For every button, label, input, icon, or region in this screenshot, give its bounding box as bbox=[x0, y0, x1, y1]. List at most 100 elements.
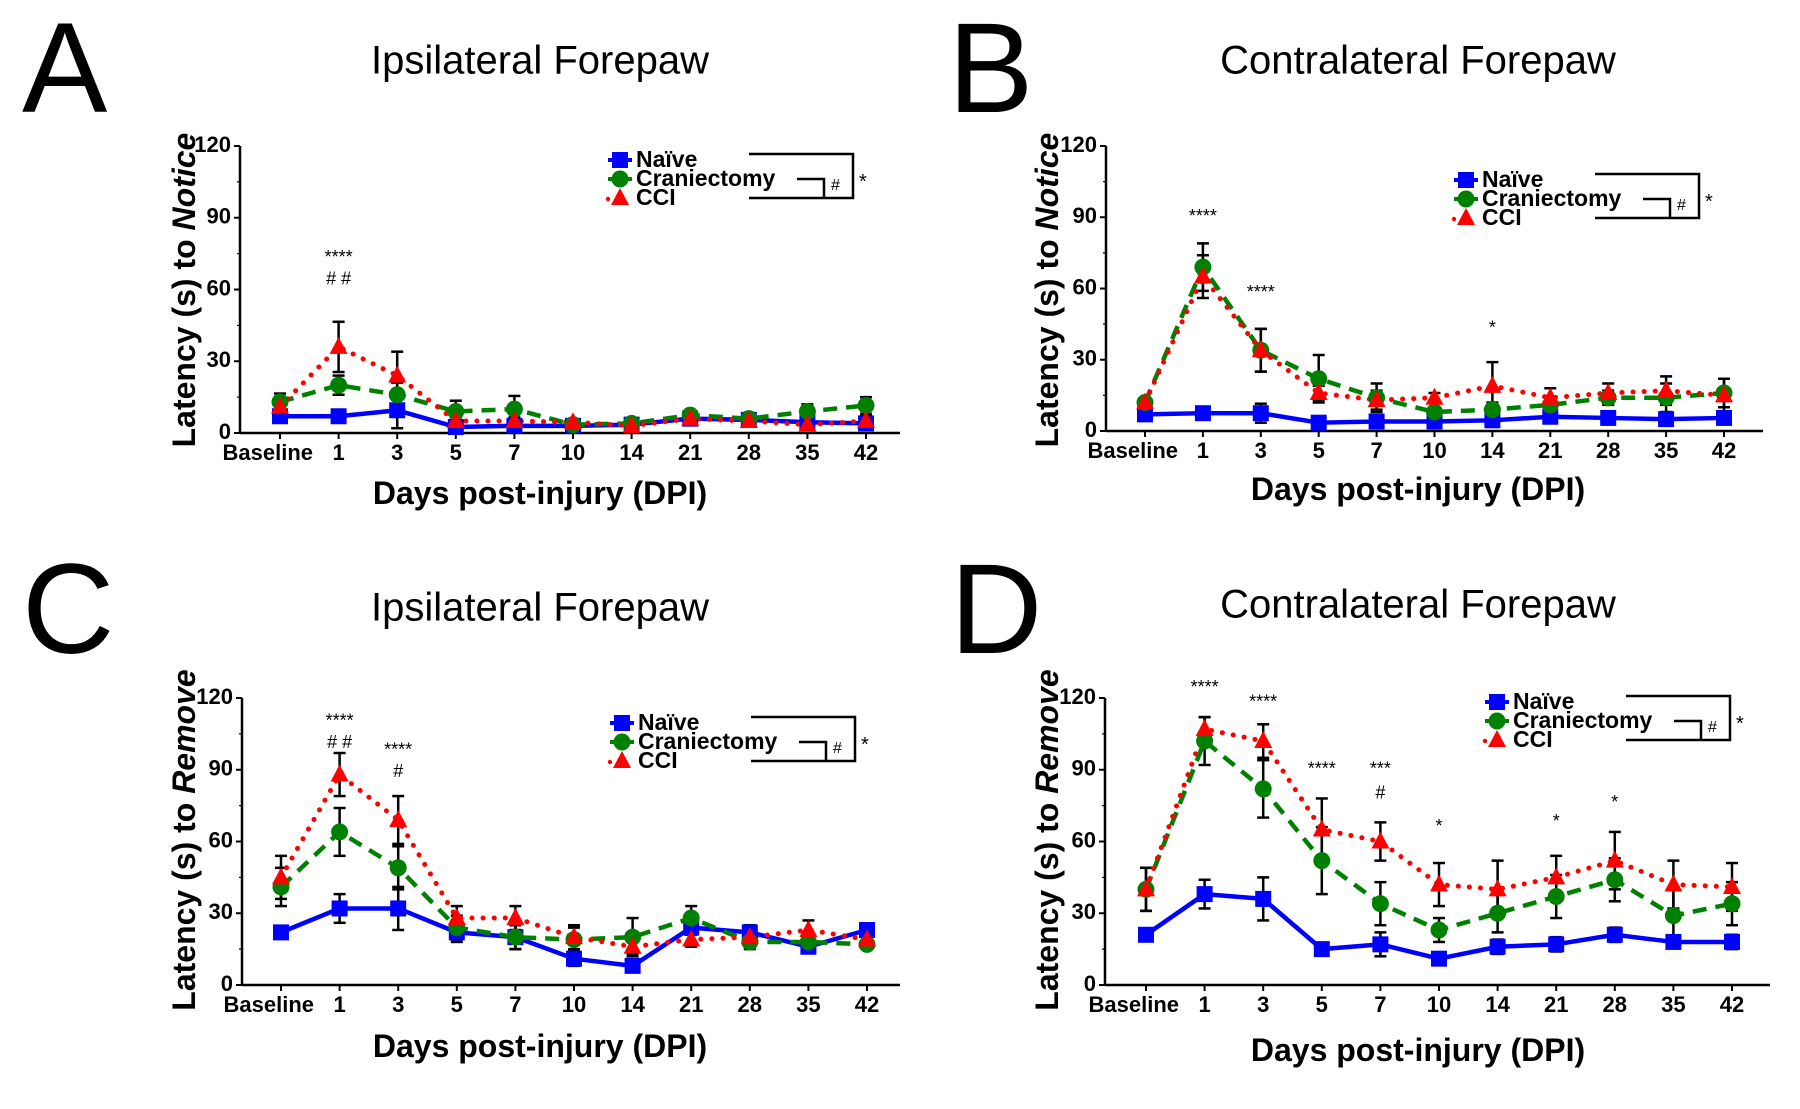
legend-label: CCI bbox=[638, 747, 678, 773]
x-tick-label: 3 bbox=[392, 992, 404, 1017]
legend-marker-craniectomy bbox=[613, 733, 631, 751]
bracket-outer-label: * bbox=[859, 171, 867, 193]
data-point-cci bbox=[1367, 390, 1386, 408]
y-tick-label: 120 bbox=[1059, 684, 1096, 709]
data-point-cci bbox=[389, 809, 408, 827]
bracket-inner-label: # bbox=[1677, 197, 1686, 214]
data-point-nave bbox=[1600, 409, 1617, 426]
x-tick-label: 1 bbox=[1198, 992, 1210, 1017]
data-point-nave bbox=[389, 402, 406, 419]
data-point-cci bbox=[330, 764, 349, 782]
x-tick-label: 28 bbox=[1603, 992, 1627, 1017]
y-tick-label: 60 bbox=[1072, 827, 1096, 852]
bracket-outer bbox=[1626, 694, 1732, 742]
x-tick-label: 35 bbox=[1661, 992, 1685, 1017]
data-point-craniectomy bbox=[330, 376, 348, 394]
data-point-cci bbox=[1371, 831, 1390, 849]
data-point-nave bbox=[1372, 936, 1389, 953]
significance-annotation: # # bbox=[327, 732, 352, 752]
y-axis-title-emphasis: Notice bbox=[1029, 133, 1065, 231]
significance-annotation: **** bbox=[1189, 206, 1217, 226]
data-point-nave bbox=[1606, 926, 1623, 943]
y-tick-label: 60 bbox=[209, 827, 233, 852]
x-axis-title: Days post-injury (DPI) bbox=[373, 1028, 707, 1064]
x-tick-label: 3 bbox=[391, 440, 403, 465]
legend-marker-cci bbox=[1457, 208, 1475, 225]
x-tick-label: 5 bbox=[451, 992, 463, 1017]
data-point-cci bbox=[740, 927, 759, 945]
significance-annotation: **** bbox=[384, 739, 412, 759]
x-tick-label: 10 bbox=[562, 992, 586, 1017]
data-point-cci bbox=[1547, 867, 1566, 885]
significance-annotation: **** bbox=[1308, 759, 1336, 779]
data-point-craniectomy bbox=[1313, 852, 1331, 870]
x-tick-label: 1 bbox=[332, 440, 344, 465]
data-point-cci bbox=[447, 908, 466, 926]
data-point-craniectomy bbox=[1310, 370, 1328, 388]
data-point-cci bbox=[1193, 266, 1212, 284]
data-point-cci bbox=[857, 411, 875, 429]
legend-line-sample bbox=[1451, 216, 1457, 222]
y-tick-label: 120 bbox=[196, 684, 233, 709]
y-tick-label: 60 bbox=[1073, 274, 1097, 299]
bracket-outer-label: * bbox=[861, 734, 869, 756]
y-tick-label: 90 bbox=[1073, 203, 1097, 228]
data-point-cci bbox=[388, 365, 407, 383]
significance-annotation: * bbox=[1435, 816, 1442, 836]
legend-marker-cci bbox=[1488, 730, 1506, 747]
data-point-craniectomy bbox=[1664, 907, 1682, 925]
data-point-craniectomy bbox=[857, 396, 875, 414]
significance-annotation: *** bbox=[1370, 759, 1391, 779]
y-axis-title-emphasis: Remove bbox=[1029, 669, 1065, 794]
data-point-cci bbox=[1605, 850, 1624, 868]
legend-label: CCI bbox=[1513, 726, 1553, 752]
data-point-cci bbox=[505, 411, 524, 429]
x-tick-label: Baseline bbox=[223, 440, 314, 465]
panel-title: Ipsilateral Forepaw bbox=[371, 586, 709, 630]
panel-letter: C bbox=[22, 538, 114, 681]
data-point-cci bbox=[681, 408, 700, 426]
data-point-craniectomy bbox=[388, 386, 406, 404]
x-tick-label: 21 bbox=[679, 992, 703, 1017]
data-point-craniectomy bbox=[1196, 732, 1214, 750]
data-point-cci bbox=[272, 867, 290, 885]
x-tick-label: 14 bbox=[1485, 992, 1510, 1017]
x-tick-label: 42 bbox=[1712, 438, 1736, 463]
data-point-nave bbox=[624, 957, 641, 974]
legend-marker-nave bbox=[612, 152, 628, 168]
data-point-nave bbox=[1368, 413, 1385, 430]
bracket-outer bbox=[749, 152, 855, 200]
data-point-nave bbox=[1196, 886, 1213, 903]
x-tick-label: 14 bbox=[620, 992, 645, 1017]
y-axis-title-prefix: Latency (s) to bbox=[1029, 794, 1065, 1011]
data-point-cci bbox=[1251, 340, 1270, 358]
data-point-nave bbox=[1665, 933, 1682, 950]
data-point-cci bbox=[565, 927, 583, 945]
x-tick-label: Baseline bbox=[224, 992, 315, 1017]
y-tick-label: 30 bbox=[207, 347, 231, 372]
data-point-craniectomy bbox=[1254, 780, 1272, 798]
legend-marker-nave bbox=[1489, 694, 1505, 710]
data-point-cci bbox=[271, 396, 289, 414]
x-tick-label: Baseline bbox=[1089, 992, 1180, 1017]
data-point-cci bbox=[446, 411, 465, 429]
x-tick-label: 35 bbox=[1654, 438, 1678, 463]
legend-label: Craniectomy bbox=[1482, 185, 1622, 211]
legend-marker-cci bbox=[611, 188, 629, 205]
data-point-nave bbox=[1194, 405, 1211, 422]
y-tick-label: 30 bbox=[1073, 346, 1097, 371]
x-tick-label: 35 bbox=[796, 992, 820, 1017]
data-point-craniectomy bbox=[1426, 403, 1443, 421]
data-point-nave bbox=[330, 408, 347, 425]
y-tick-label: 0 bbox=[1085, 417, 1097, 442]
series-line-cci bbox=[1142, 274, 1727, 405]
x-tick-label: 5 bbox=[1313, 438, 1325, 463]
x-tick-label: Baseline bbox=[1088, 438, 1179, 463]
legend-label: Craniectomy bbox=[638, 728, 778, 754]
data-point-craniectomy bbox=[505, 400, 523, 418]
data-point-cci bbox=[799, 919, 818, 937]
data-point-cci bbox=[739, 411, 758, 429]
bracket-inner bbox=[799, 740, 828, 761]
data-point-craniectomy bbox=[1723, 895, 1741, 913]
